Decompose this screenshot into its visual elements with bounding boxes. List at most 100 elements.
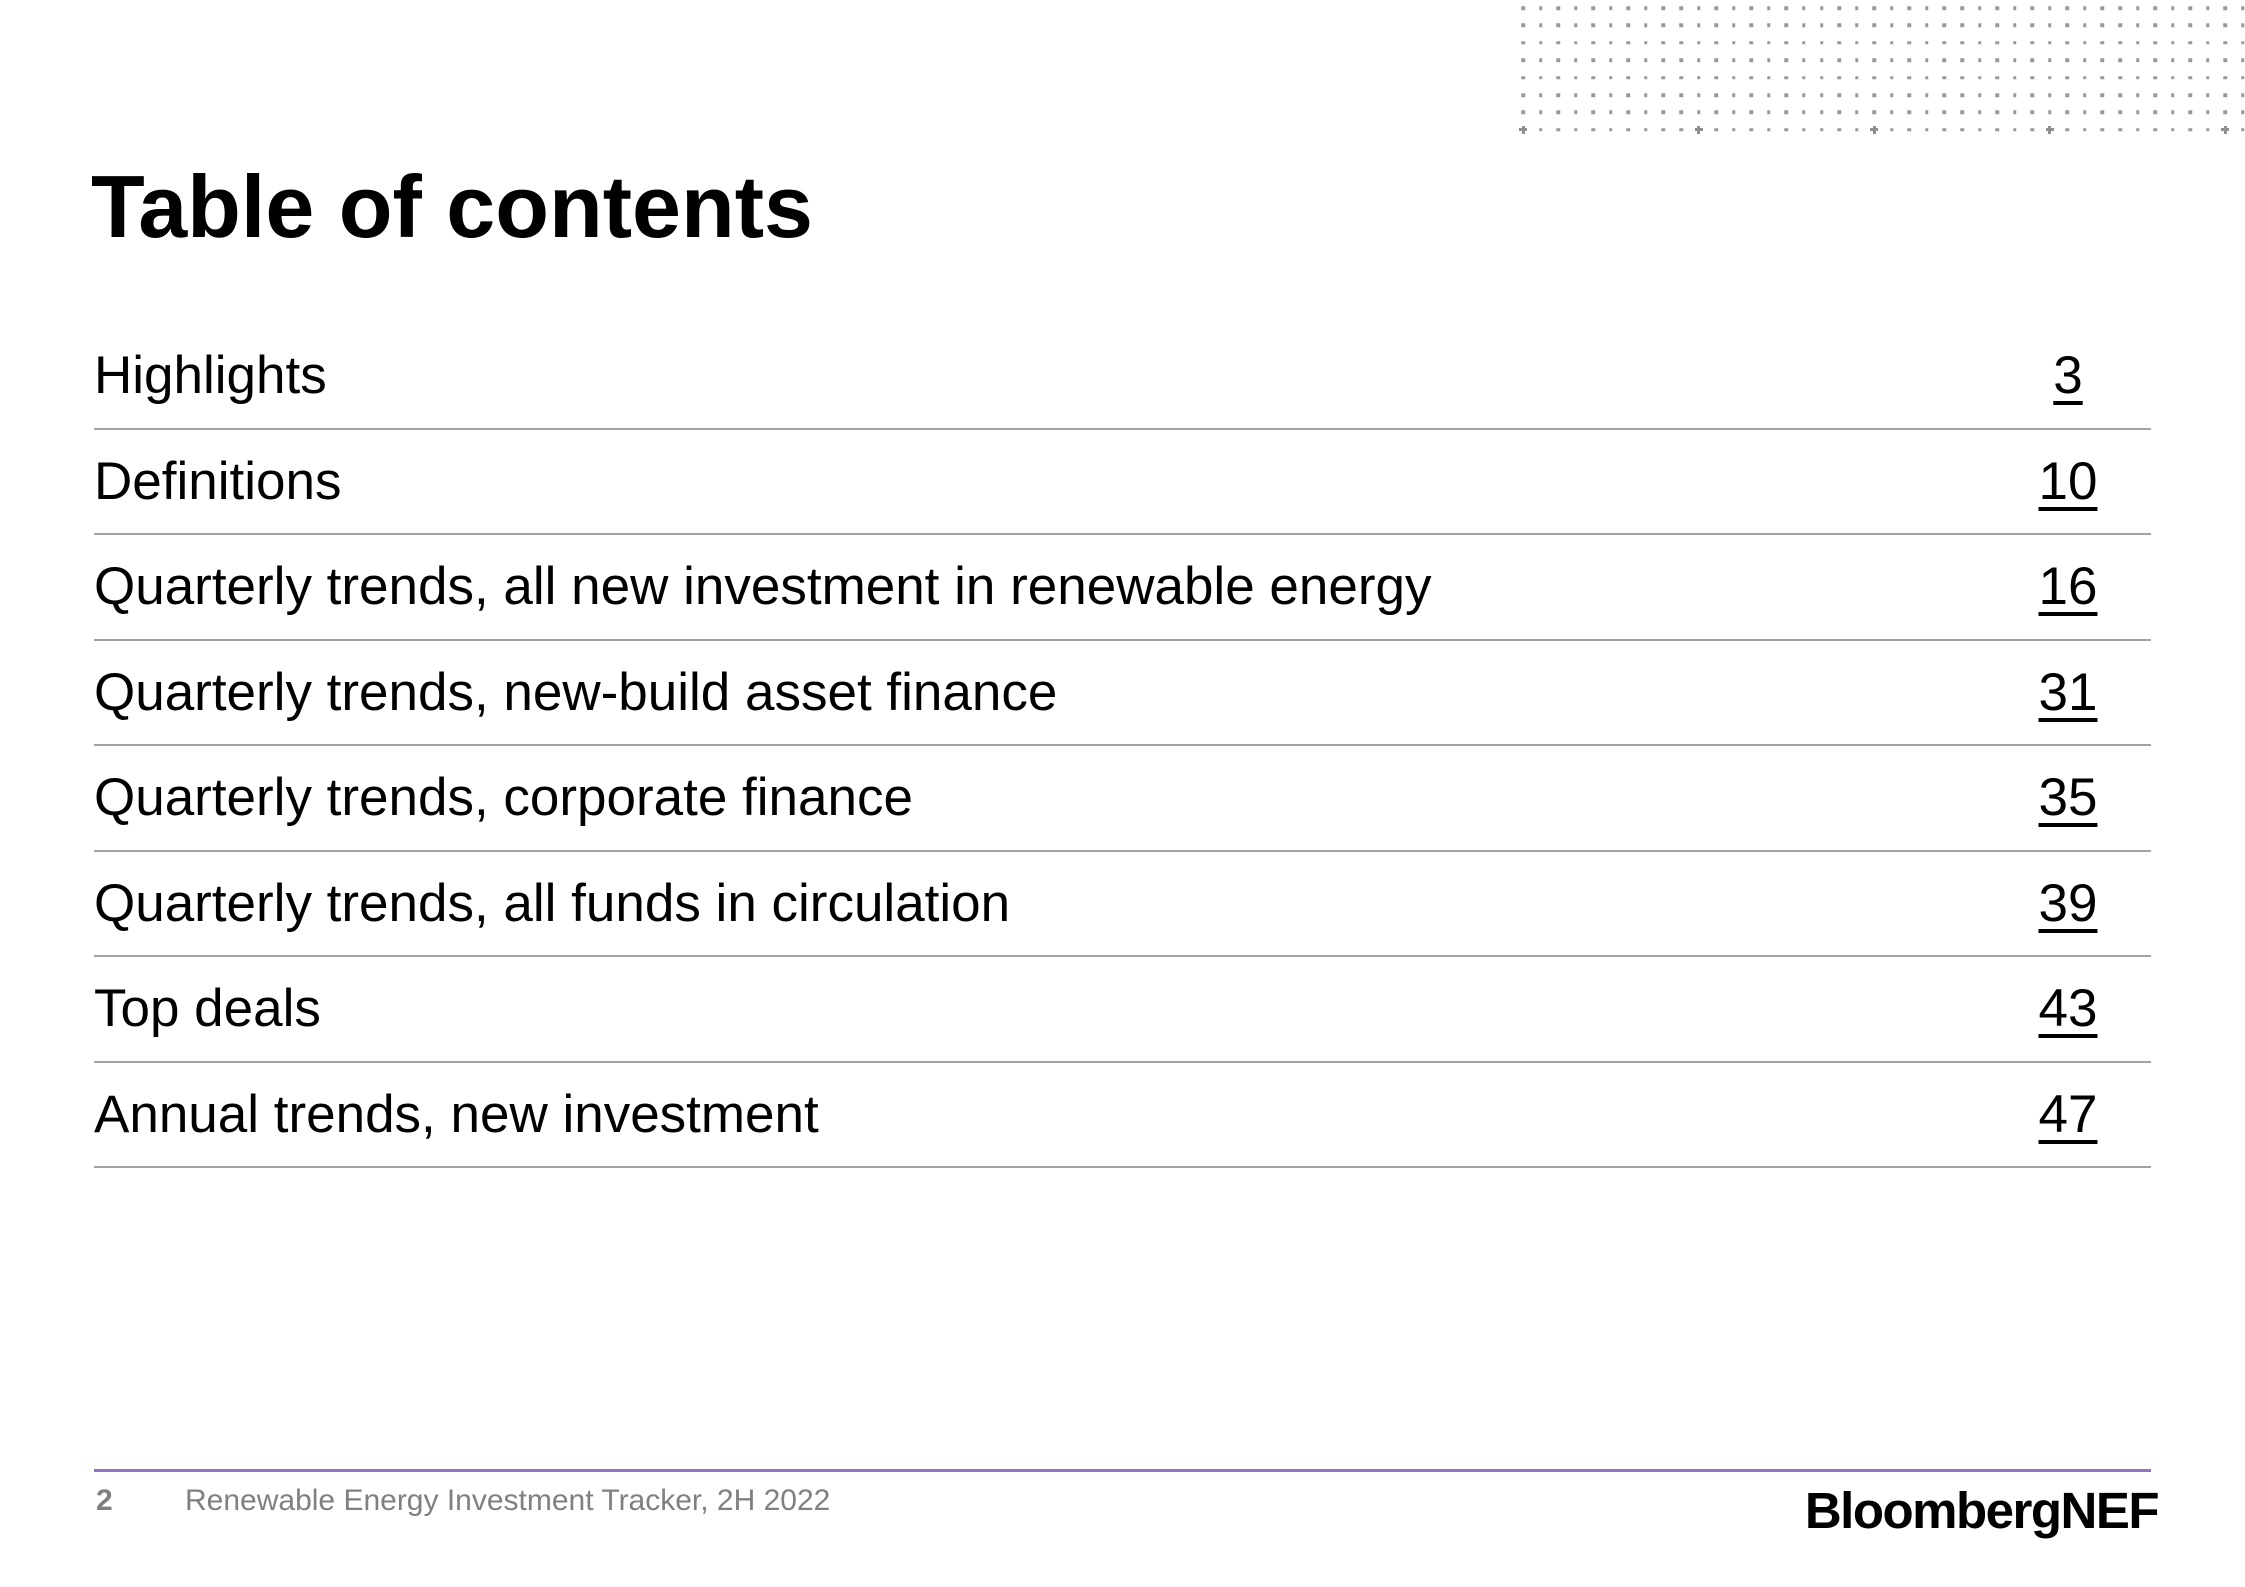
dot (1696, 75, 1701, 80)
dot (1784, 93, 1789, 97)
toc-page-number-link[interactable]: 43 (2038, 979, 2098, 1039)
dot (2170, 128, 2175, 132)
toc-page-number-link[interactable]: 47 (2038, 1084, 2098, 1144)
dot (2206, 41, 2210, 45)
dot (1644, 41, 1648, 45)
dot (2100, 41, 2105, 45)
dot (2030, 58, 2034, 62)
dot (1819, 58, 1824, 62)
page-title: Table of contents (91, 156, 813, 256)
toc-entry-label: Definitions (94, 451, 342, 511)
dot (1942, 75, 1947, 80)
dot (1538, 110, 1543, 115)
dot (1819, 75, 1824, 80)
dot-pattern-decoration (1519, 6, 2245, 134)
dot (1538, 58, 1543, 62)
dot (2048, 93, 2052, 97)
dot (2206, 75, 2210, 80)
dot (1767, 41, 1771, 45)
toc-page-number-link[interactable]: 3 (2053, 346, 2083, 406)
dot (1784, 6, 1789, 10)
dot (1661, 6, 1666, 10)
dot (1925, 75, 1929, 80)
dot (1942, 110, 1947, 115)
dot (1837, 110, 1841, 115)
dot (1995, 58, 1999, 62)
toc-row: Quarterly trends, new-build asset financ… (94, 641, 2151, 746)
dot (2206, 6, 2210, 10)
toc-row: Quarterly trends, corporate finance 35 (94, 746, 2151, 852)
dot (1696, 6, 1701, 10)
dot (1538, 41, 1543, 45)
dot (1714, 110, 1718, 115)
toc-row: Highlights 3 (94, 324, 2151, 430)
dot (1749, 58, 1754, 62)
dot (2030, 128, 2034, 132)
dot (1714, 75, 1718, 80)
dot (2065, 58, 2070, 62)
dot (2065, 93, 2070, 97)
toc-page-number-link[interactable]: 35 (2038, 768, 2098, 828)
dot (1609, 6, 1613, 10)
dot (2188, 58, 2193, 62)
dot (1714, 23, 1718, 28)
dot (1995, 23, 1999, 28)
dot (2083, 110, 2087, 115)
dot (2083, 23, 2087, 28)
dot (1573, 93, 1578, 97)
dot (1872, 110, 1876, 115)
dot (2118, 75, 2122, 80)
toc-page-number-link[interactable]: 10 (2038, 451, 2098, 511)
dot (1521, 110, 1525, 115)
dot (1960, 23, 1964, 28)
dot (2118, 58, 2122, 62)
dot (1538, 93, 1543, 97)
dot (1591, 58, 1595, 62)
dot (2065, 128, 2070, 132)
toc-entry-label: Quarterly trends, new-build asset financ… (94, 662, 1058, 722)
footer-report-title: Renewable Energy Investment Tracker, 2H … (185, 1484, 831, 1517)
toc-page-number-link[interactable]: 39 (2038, 873, 2098, 933)
dot (1696, 41, 1701, 45)
dot (2065, 41, 2070, 45)
dot (2241, 93, 2245, 97)
big-dot (1870, 125, 1879, 134)
dot (2083, 41, 2087, 45)
dot (2188, 41, 2193, 45)
dot (1714, 41, 1718, 45)
dot (1591, 93, 1595, 97)
dot (2012, 41, 2017, 45)
big-dot (2221, 125, 2230, 134)
dot (2170, 110, 2175, 115)
toc-entry-label: Quarterly trends, all funds in circulati… (94, 873, 1011, 933)
dot (1890, 110, 1894, 115)
table-of-contents: Highlights 3 Definitions 10 Quarterly trends… (94, 324, 2151, 1168)
dot (1521, 93, 1525, 97)
dot (1661, 23, 1666, 28)
dot (1784, 41, 1789, 45)
dot (1784, 58, 1789, 62)
dot (1784, 110, 1789, 115)
dot (1538, 23, 1543, 28)
toc-page-number-link[interactable]: 31 (2038, 662, 2098, 722)
dot (1942, 23, 1947, 28)
dot (2030, 23, 2034, 28)
dot (1591, 110, 1595, 115)
dot (1854, 93, 1859, 97)
toc-page-number-link[interactable]: 16 (2038, 557, 2098, 617)
dot (2170, 23, 2175, 28)
dot (2048, 110, 2052, 115)
dot (2135, 58, 2140, 62)
dot (1854, 41, 1859, 45)
dot (1907, 128, 1912, 132)
dot (1960, 110, 1964, 115)
dot (1714, 58, 1718, 62)
dot (1696, 23, 1701, 28)
dot (1819, 93, 1824, 97)
dot (2065, 6, 2070, 10)
dot (2012, 110, 2017, 115)
dot (1995, 110, 1999, 115)
dot (1925, 110, 1929, 115)
dot (1819, 110, 1824, 115)
dot (1679, 41, 1683, 45)
